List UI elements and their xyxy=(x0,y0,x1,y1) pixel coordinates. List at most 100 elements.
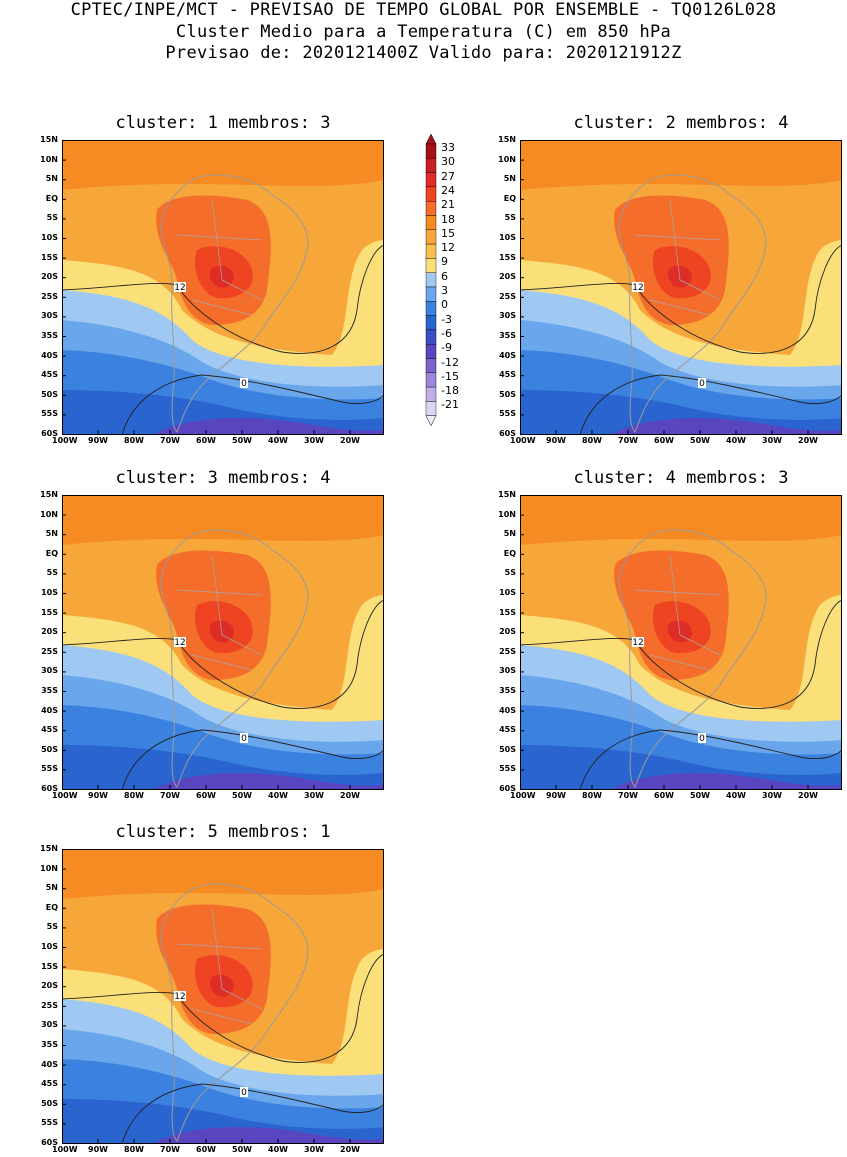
contour-0 xyxy=(121,1083,384,1144)
lat-label: 40S xyxy=(41,350,58,360)
lat-label: 25S xyxy=(41,646,58,656)
temperature-map: 12 0 xyxy=(520,495,842,790)
lon-label: 80W xyxy=(124,436,144,445)
lat-label: 15N xyxy=(40,135,58,144)
lon-label: 100W xyxy=(52,1145,78,1154)
continent-outline xyxy=(160,174,309,433)
lat-label: 15N xyxy=(498,135,516,144)
lon-label: 100W xyxy=(52,436,78,445)
colorbar-swatch xyxy=(425,372,437,388)
lat-label: 55S xyxy=(41,409,58,419)
lat-label: EQ xyxy=(503,193,516,203)
band-neg6 xyxy=(152,417,384,435)
lat-label: 30S xyxy=(499,311,516,321)
lon-label: 20W xyxy=(798,791,818,800)
lat-label: EQ xyxy=(45,193,58,203)
contour-label-12: 12 xyxy=(632,283,643,293)
lat-label: 5N xyxy=(45,883,58,893)
lat-label: 50S xyxy=(41,389,58,399)
band-neg6 xyxy=(610,772,842,790)
country-borders xyxy=(176,199,263,316)
colorbar-label: 3 xyxy=(441,284,448,297)
colorbar-label: -3 xyxy=(441,312,452,326)
panel-title: cluster: 4 membros: 3 xyxy=(573,468,789,488)
header-line-3: Previsao de: 2020121400Z Valido para: 20… xyxy=(165,43,682,63)
colorbar-label: -18 xyxy=(441,384,459,398)
lat-label: 40S xyxy=(41,1059,58,1069)
lat-label: 10S xyxy=(499,233,516,242)
band-27 xyxy=(667,265,692,288)
lon-label: 60W xyxy=(196,1145,216,1154)
lat-label: 15S xyxy=(41,961,58,971)
lat-label: 5S xyxy=(46,922,58,932)
contour-label-12-bg xyxy=(632,282,644,292)
lat-label: 60S xyxy=(41,1138,58,1147)
contour-0 xyxy=(579,374,842,435)
country-borders xyxy=(176,554,263,671)
lat-label: 20S xyxy=(41,981,58,991)
colorbar-swatch xyxy=(425,315,437,331)
lon-label: 70W xyxy=(160,791,180,800)
lat-label: 25S xyxy=(499,291,516,301)
lat-label: 10N xyxy=(498,154,516,164)
lat-label: 5S xyxy=(504,568,516,578)
lon-label: 100W xyxy=(510,436,536,445)
contour-0 xyxy=(121,374,384,435)
lat-label: 15S xyxy=(41,252,58,262)
lat-label: 5N xyxy=(503,529,516,539)
lat-label: 20S xyxy=(41,627,58,637)
lat-label: 45S xyxy=(41,370,58,380)
lat-label: 10S xyxy=(41,942,58,951)
lat-label: 10N xyxy=(40,863,58,873)
colorbar-swatch xyxy=(425,258,437,273)
band-27 xyxy=(209,265,234,288)
contour-0 xyxy=(579,729,842,790)
lat-label: 15N xyxy=(40,844,58,853)
lon-label: 20W xyxy=(340,436,360,445)
continent-outline xyxy=(160,883,309,1142)
lon-label: 70W xyxy=(160,1145,180,1154)
lat-label: 30S xyxy=(41,311,58,321)
lat-label: 55S xyxy=(499,409,516,419)
colorbar-label: -15 xyxy=(441,369,459,383)
contour-label-12: 12 xyxy=(174,638,185,648)
lat-label: 15S xyxy=(499,607,516,617)
band-27 xyxy=(209,620,234,643)
lon-label: 80W xyxy=(124,791,144,800)
contour-label-0: 0 xyxy=(241,734,247,744)
contour-label-0-bg xyxy=(698,733,706,743)
lon-label: 50W xyxy=(690,436,710,445)
colorbar-label: -6 xyxy=(441,326,452,340)
map-frame xyxy=(520,140,842,435)
lat-label: 35S xyxy=(499,686,516,695)
band-neg6 xyxy=(152,1126,384,1144)
lon-label: 40W xyxy=(726,436,746,445)
lat-label: 45S xyxy=(41,725,58,735)
contour-label-0-bg xyxy=(240,1087,248,1097)
lat-label: 30S xyxy=(41,666,58,676)
lat-label: 35S xyxy=(41,331,58,340)
lon-label: 40W xyxy=(726,791,746,800)
lon-label: 80W xyxy=(582,791,602,800)
lat-label: 5N xyxy=(503,174,516,184)
colorbar-label: 9 xyxy=(441,255,448,269)
lat-label: 40S xyxy=(41,705,58,715)
lon-label: 30W xyxy=(304,436,324,445)
map-frame xyxy=(62,495,384,790)
colorbar-label: -21 xyxy=(441,398,459,412)
colorbar-swatch xyxy=(425,229,437,245)
contour-12 xyxy=(520,599,842,709)
lat-label: 35S xyxy=(499,331,516,340)
lon-label: 40W xyxy=(268,436,288,445)
lat-label: 50S xyxy=(41,1098,58,1108)
colorbar-top-arrow xyxy=(425,133,437,145)
contour-12 xyxy=(62,953,384,1063)
colorbar-swatch xyxy=(425,243,437,259)
lon-label: 60W xyxy=(654,436,674,445)
lon-label: 50W xyxy=(690,791,710,800)
lat-label: 5S xyxy=(46,213,58,223)
colorbar-swatch xyxy=(425,158,437,173)
lat-label: EQ xyxy=(503,548,516,558)
lat-label: 45S xyxy=(499,725,516,735)
colorbar-swatch xyxy=(425,172,437,188)
